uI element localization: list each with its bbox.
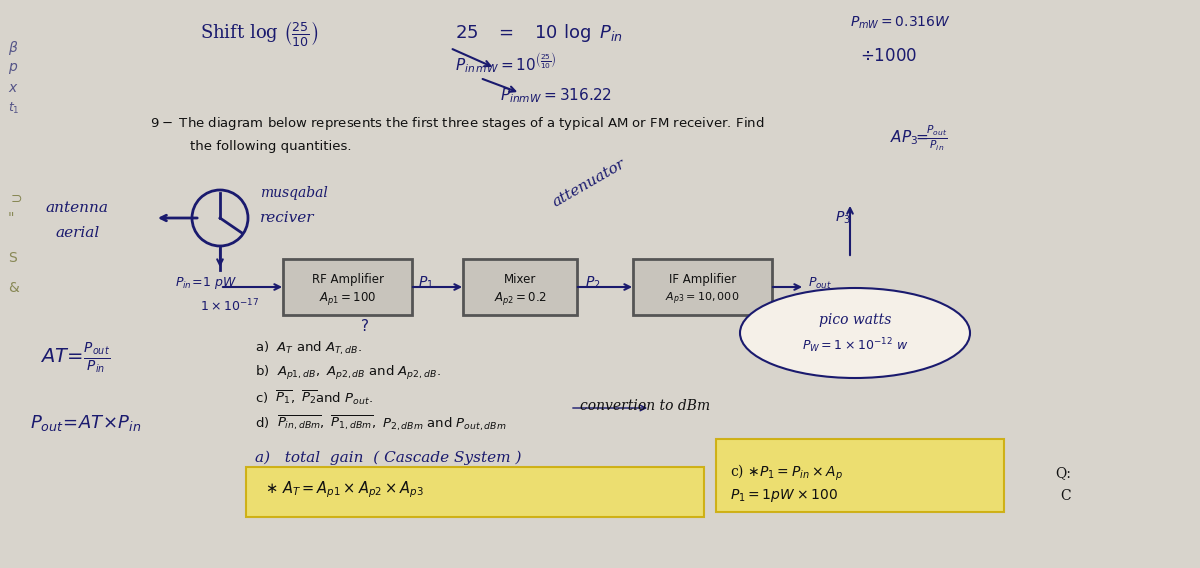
Text: b)  $A_{p1,dB},\ A_{p2,dB}$ and $A_{p2,dB}$.: b) $A_{p1,dB},\ A_{p2,dB}$ and $A_{p2,dB…	[254, 364, 440, 382]
Text: $P_{out}\!=\!AT\!\times\!P_{in}$: $P_{out}\!=\!AT\!\times\!P_{in}$	[30, 413, 142, 433]
Text: musqabal: musqabal	[260, 186, 328, 200]
Text: $A_{p2}= 0.2$: $A_{p2}= 0.2$	[493, 290, 546, 307]
Text: Mixer: Mixer	[504, 273, 536, 286]
FancyBboxPatch shape	[716, 439, 1004, 512]
Text: Q:: Q:	[1055, 466, 1070, 480]
Text: pico watts: pico watts	[818, 313, 892, 327]
FancyBboxPatch shape	[283, 259, 412, 315]
Text: $P_W = 1\times10^{-12}\ w$: $P_W = 1\times10^{-12}\ w$	[802, 337, 908, 356]
Text: IF Amplifier: IF Amplifier	[668, 273, 736, 286]
Text: $P_2$: $P_2$	[586, 275, 600, 291]
Text: S: S	[8, 251, 17, 265]
Text: Shift log $\left(\frac{25}{10}\right)$: Shift log $\left(\frac{25}{10}\right)$	[200, 19, 318, 48]
FancyBboxPatch shape	[634, 259, 772, 315]
Text: $9-$ The diagram below represents the first three stages of a typical AM or FM r: $9-$ The diagram below represents the fi…	[150, 115, 764, 132]
Text: $P_{mW}= 0.316W$: $P_{mW}= 0.316W$	[850, 15, 950, 31]
Text: &: &	[8, 281, 19, 295]
Text: a)   total  gain  ( Cascade System ): a) total gain ( Cascade System )	[254, 451, 522, 465]
Text: $?$: $?$	[360, 318, 368, 334]
Text: antenna: antenna	[46, 201, 108, 215]
Text: $\div 1000$: $\div 1000$	[860, 48, 917, 65]
Text: $A_{p1} = 100$: $A_{p1} = 100$	[319, 290, 377, 307]
Text: $P_{out}$: $P_{out}$	[808, 275, 832, 291]
Text: $AP_3\!\!=\!\!\frac{P_{out}}{P_{in}}$: $AP_3\!\!=\!\!\frac{P_{out}}{P_{in}}$	[890, 123, 948, 153]
Text: attenuator: attenuator	[550, 157, 628, 210]
Text: $P_{in}\!=\!1\ pW$: $P_{in}\!=\!1\ pW$	[175, 275, 236, 291]
FancyBboxPatch shape	[246, 467, 704, 517]
Text: c)  $\overline{P_1},\ \overline{P_2}$and $P_{out}$.: c) $\overline{P_1},\ \overline{P_2}$and …	[254, 389, 373, 407]
Text: $P_{inmW}= 316.22$: $P_{inmW}= 316.22$	[500, 87, 612, 105]
Text: $x$: $x$	[8, 81, 19, 95]
Text: $25$   $=$   $10\ \log\ P_{in}$: $25$ $=$ $10\ \log\ P_{in}$	[455, 22, 623, 44]
Text: the following quantities.: the following quantities.	[190, 140, 352, 152]
Text: d)  $\overline{P_{in,dBm}},\ \overline{P_{1,dBm}},\ P_{2,dBm}$ and $P_{out,dBm}$: d) $\overline{P_{in,dBm}},\ \overline{P_…	[254, 413, 506, 433]
Text: $AT\!=\!\frac{P_{out}}{P_{in}}$: $AT\!=\!\frac{P_{out}}{P_{in}}$	[40, 341, 110, 375]
Text: $P_{in\,mW}= 10^{\left(\frac{25}{10}\right)}$: $P_{in\,mW}= 10^{\left(\frac{25}{10}\rig…	[455, 51, 557, 75]
Text: $P_1 = 1pW \times 100$: $P_1 = 1pW \times 100$	[730, 487, 838, 504]
Ellipse shape	[740, 288, 970, 378]
Text: a)  $A_T$ and $A_{T,dB}$.: a) $A_T$ and $A_{T,dB}$.	[254, 339, 362, 357]
Text: ": "	[8, 211, 14, 225]
Text: $P_1$: $P_1$	[418, 275, 433, 291]
Text: $p$: $p$	[8, 61, 18, 76]
Text: $P_3$: $P_3$	[835, 210, 851, 226]
Text: reciver: reciver	[260, 211, 314, 225]
Text: $\beta$: $\beta$	[8, 39, 18, 57]
Text: C: C	[1060, 489, 1070, 503]
Text: convertion to dBm: convertion to dBm	[580, 399, 710, 413]
Text: $t_1$: $t_1$	[8, 101, 19, 115]
FancyBboxPatch shape	[463, 259, 577, 315]
Text: $\supset$: $\supset$	[8, 191, 23, 205]
Text: c) $\ast P_1 = P_{in} \times A_p$: c) $\ast P_1 = P_{in} \times A_p$	[730, 463, 844, 483]
Text: $1\times10^{-17}$: $1\times10^{-17}$	[200, 298, 259, 314]
Text: $\ast\ A_T = A_{p1} \times A_{p2} \times A_{p3}$: $\ast\ A_T = A_{p1} \times A_{p2} \times…	[265, 480, 424, 500]
Text: $A_{p3} = 10,000$: $A_{p3} = 10,000$	[665, 290, 739, 307]
Text: RF Amplifier: RF Amplifier	[312, 273, 384, 286]
Text: aerial: aerial	[55, 226, 100, 240]
